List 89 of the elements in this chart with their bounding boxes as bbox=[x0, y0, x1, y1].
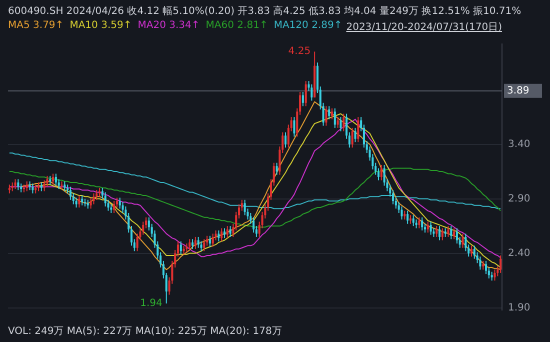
candlestick bbox=[479, 256, 482, 270]
candlestick bbox=[354, 127, 356, 143]
candlestick bbox=[400, 206, 403, 220]
candlestick bbox=[200, 240, 202, 252]
candlestick bbox=[113, 200, 116, 214]
candlestick bbox=[252, 216, 255, 234]
text: 3.79↑ bbox=[33, 20, 64, 31]
candlestick bbox=[64, 180, 66, 192]
candlestick bbox=[118, 197, 121, 210]
candlestick bbox=[406, 210, 409, 224]
candlestick bbox=[276, 162, 278, 176]
candlestick bbox=[342, 113, 345, 132]
text: 3.34↑ bbox=[169, 20, 200, 31]
candlestick bbox=[336, 116, 339, 128]
candlestick bbox=[188, 238, 191, 251]
candlestick bbox=[69, 186, 72, 200]
candlestick bbox=[380, 164, 382, 181]
candlestick bbox=[223, 228, 226, 239]
candlestick bbox=[450, 226, 452, 240]
candlestick bbox=[334, 108, 336, 128]
text: 2.89↑ bbox=[312, 20, 342, 31]
candlestick bbox=[92, 192, 95, 205]
text: MA60 bbox=[206, 20, 234, 31]
candlestick bbox=[226, 226, 228, 239]
y-tick-label: 3.40 bbox=[508, 138, 530, 150]
candlestick bbox=[180, 240, 182, 255]
candlestick bbox=[340, 116, 342, 132]
candlestick bbox=[197, 236, 200, 248]
candlestick bbox=[418, 216, 420, 229]
text: 3.59↑ bbox=[101, 20, 132, 31]
candlestick bbox=[438, 226, 441, 241]
candlestick bbox=[494, 269, 496, 282]
candlestick bbox=[14, 178, 16, 190]
y-tick-label: 2.40 bbox=[508, 248, 530, 259]
candlestick bbox=[456, 228, 458, 244]
candlestick bbox=[441, 228, 444, 241]
candlestick bbox=[304, 80, 307, 107]
candlestick bbox=[470, 245, 473, 258]
candlestick bbox=[284, 132, 287, 148]
candlestick bbox=[426, 221, 429, 234]
candlestick bbox=[46, 175, 48, 188]
candlestick bbox=[220, 228, 223, 242]
y-tick-label: 2.90 bbox=[508, 193, 530, 204]
candlestick bbox=[43, 180, 46, 192]
candlestick bbox=[244, 199, 246, 216]
candlestick bbox=[453, 228, 456, 240]
candlestick bbox=[302, 91, 304, 107]
ref-line-label: 3.89 bbox=[507, 85, 530, 96]
candlestick bbox=[75, 197, 78, 208]
text: MA120 bbox=[274, 20, 308, 31]
text: MA10 bbox=[70, 20, 98, 31]
candlestick bbox=[357, 116, 360, 143]
candlestick bbox=[218, 230, 220, 242]
y-tick-label: 1.90 bbox=[508, 302, 530, 314]
candlestick bbox=[500, 254, 502, 274]
candlestick bbox=[351, 127, 354, 148]
candlestick bbox=[17, 178, 20, 191]
candlestick bbox=[90, 197, 92, 210]
candlestick bbox=[293, 116, 296, 138]
candlestick bbox=[310, 84, 313, 102]
candlestick bbox=[430, 221, 432, 236]
chart-subtitle: 2023/11/20-2024/07/31(170日) bbox=[346, 21, 502, 34]
candlestick bbox=[328, 106, 330, 120]
annotation: 4.25 bbox=[288, 46, 311, 58]
candlestick bbox=[203, 238, 206, 252]
candlestick bbox=[26, 180, 28, 192]
candlestick bbox=[330, 108, 334, 120]
candlestick bbox=[229, 226, 232, 238]
annotation: 1.94 bbox=[140, 298, 162, 310]
candlestick bbox=[485, 260, 488, 275]
candlestick bbox=[412, 214, 414, 227]
candlestick bbox=[194, 236, 196, 250]
candlestick bbox=[462, 233, 464, 248]
candlestick bbox=[436, 226, 438, 238]
text: 2.81↑ bbox=[237, 20, 268, 31]
candlestick bbox=[54, 173, 57, 186]
candlestick bbox=[447, 226, 450, 238]
candlestick bbox=[52, 173, 54, 186]
candlestick bbox=[212, 233, 214, 248]
candlestick bbox=[78, 195, 80, 208]
candlestick bbox=[208, 235, 211, 248]
candlestick bbox=[104, 192, 106, 207]
text: VOL: 249万 MA(5): 227万 MA(10): 225万 MA(20): 178万 bbox=[8, 325, 282, 338]
text: MA20 bbox=[138, 20, 166, 31]
candlestick bbox=[473, 245, 476, 260]
chart-title: 600490.SH 2024/04/26 收4.12 幅5.10%(0.20) 开3.83 高4.25 低3.83 均4.04 量249万 换12.51% 振10.71% bbox=[8, 4, 522, 18]
candlestick bbox=[421, 216, 424, 231]
candlestick bbox=[325, 106, 328, 126]
text: MA5 bbox=[8, 20, 30, 31]
